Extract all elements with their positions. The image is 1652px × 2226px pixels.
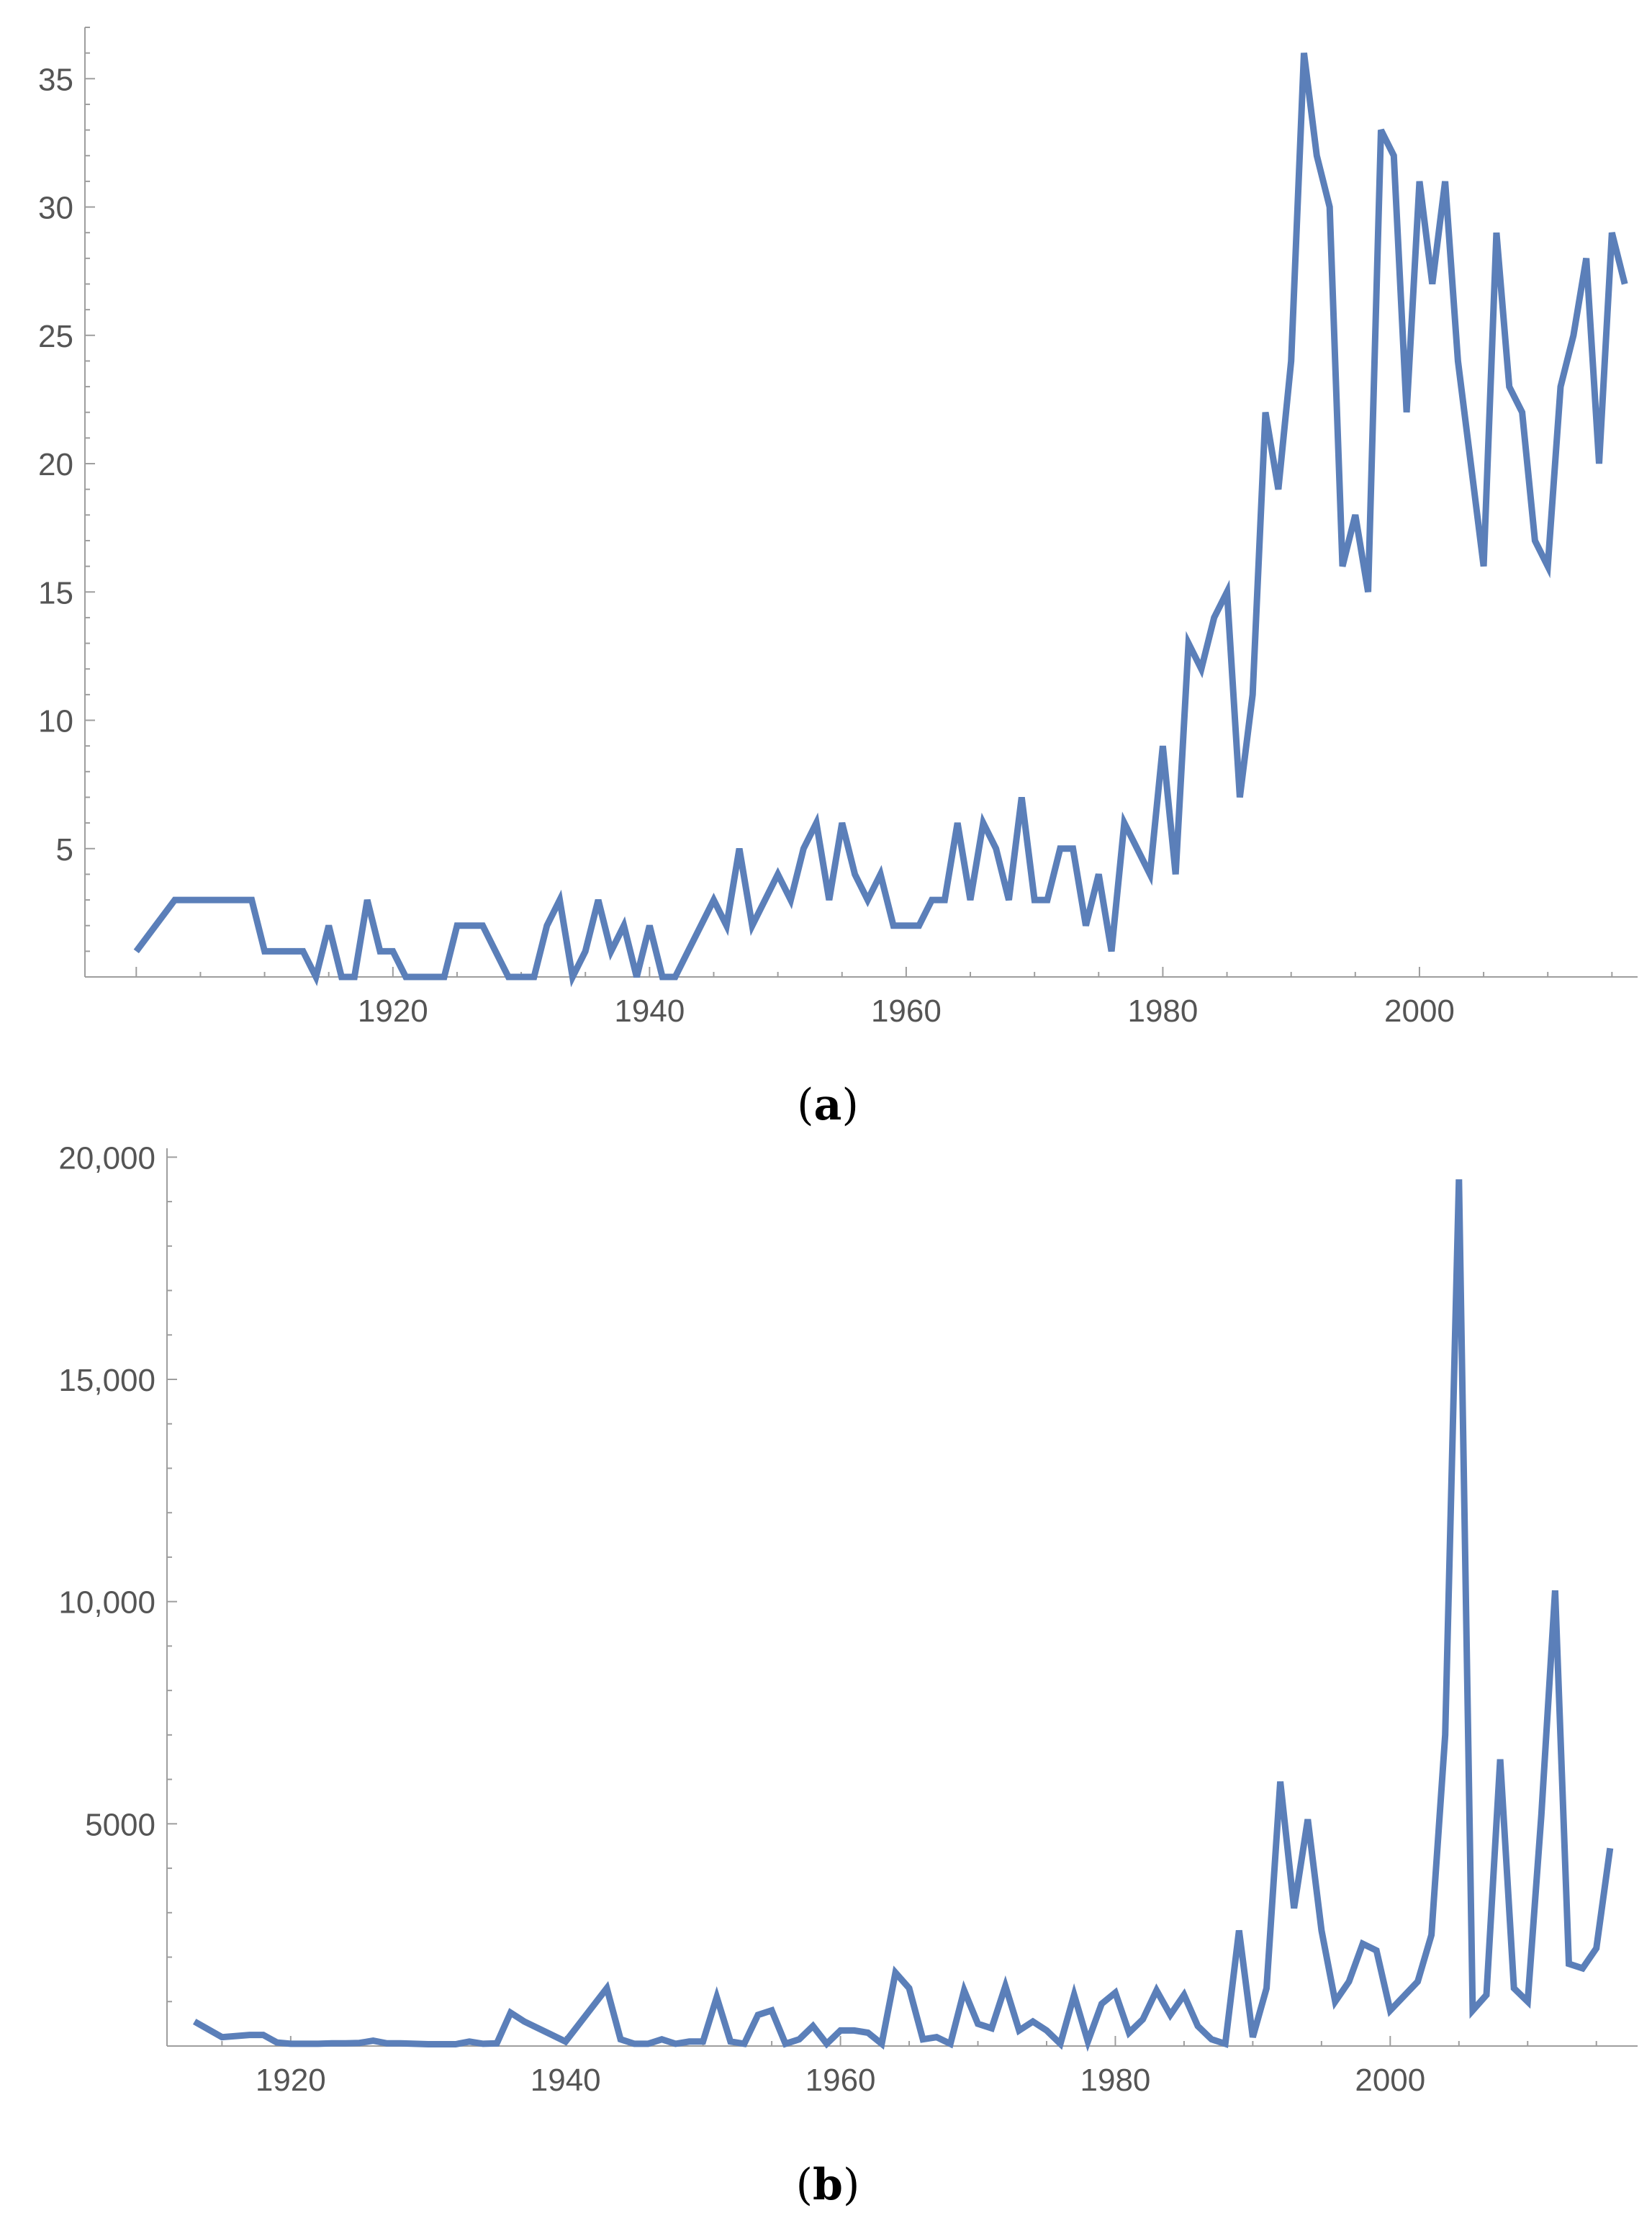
x-tick-label: 1920: [256, 2063, 326, 2098]
y-tick-label: 5000: [85, 1807, 155, 1842]
series-line: [133, 53, 1628, 988]
series-line: [192, 1179, 1614, 2052]
y-tick-label: 20,000: [58, 1140, 155, 1176]
y-tick-label: 10: [38, 704, 73, 739]
x-tick-label: 1960: [805, 2063, 876, 2098]
x-tick-label: 2000: [1355, 2063, 1425, 2098]
chart-a: 1920 1940 1960 1980 2000 5 10 15 20 25 30 35 (a): [38, 27, 1638, 1130]
y-tick-label: 20: [38, 447, 73, 482]
x-tick-label: 1920: [358, 993, 428, 1029]
y-tick-label: 5: [56, 832, 73, 868]
x-tick-label: 1940: [531, 2063, 601, 2098]
y-tick-label: 15: [38, 575, 73, 610]
y-tick-label: 15,000: [58, 1363, 155, 1398]
x-tick-label: 2000: [1384, 993, 1455, 1029]
x-tick-label: 1940: [614, 993, 685, 1029]
x-tick-label: 1980: [1127, 993, 1198, 1029]
panel-label: (a): [797, 1080, 859, 1130]
y-tick-label: 10,000: [58, 1585, 155, 1621]
y-tick-label: 30: [38, 191, 73, 226]
chart-b: 1920 1940 1960 1980 2000 5000 10,000 15,000 20,0…: [58, 1140, 1638, 2210]
y-tick-label: 25: [38, 319, 73, 354]
x-tick-label: 1980: [1080, 2063, 1151, 2098]
x-tick-label: 1960: [871, 993, 942, 1029]
y-tick-label: 35: [38, 62, 73, 97]
panel-label: (b): [796, 2160, 860, 2210]
